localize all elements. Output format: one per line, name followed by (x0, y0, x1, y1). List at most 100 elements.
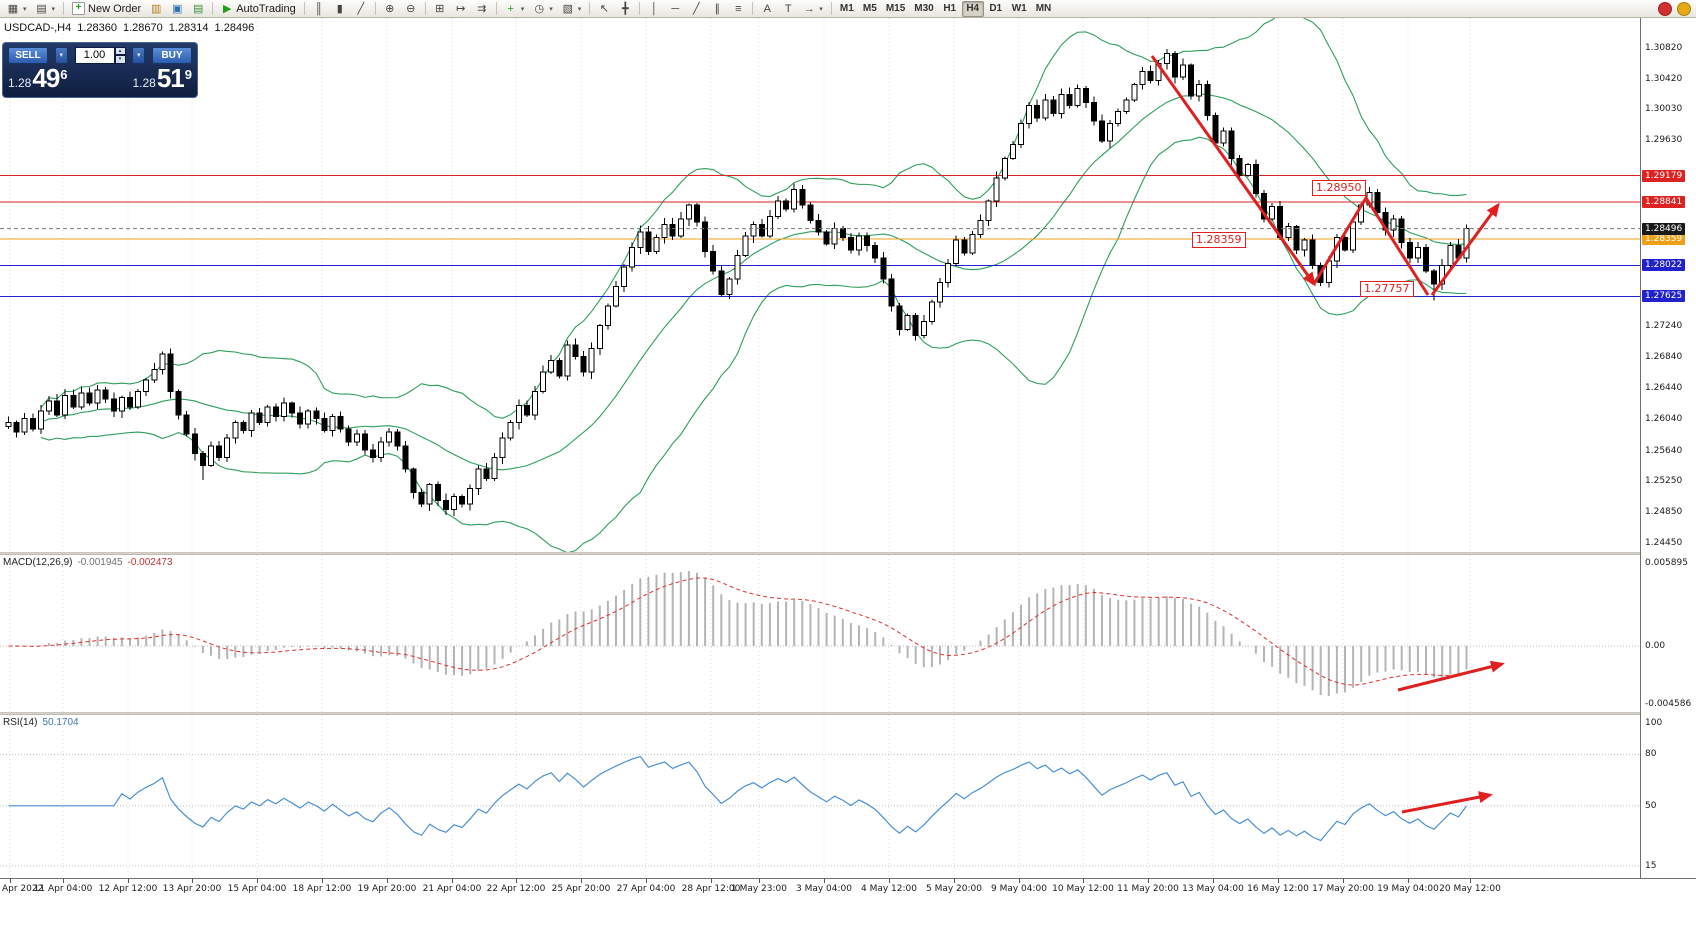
buy-options-caret[interactable]: ▾ (132, 46, 146, 64)
time-axis-tick (10, 879, 11, 883)
hline-price-label: 1.28022 (1642, 259, 1686, 272)
chevron-down-icon: ▾ (59, 52, 63, 59)
text-label-button[interactable]: T (778, 1, 798, 17)
chart-shift-button[interactable]: ⇉ (472, 1, 492, 17)
buy-price[interactable]: 1.28 51 9 (132, 63, 192, 93)
time-axis-label: 27 Apr 04:00 (616, 884, 676, 894)
new-order-button[interactable]: + New Order (68, 1, 145, 17)
periods-button[interactable]: ◷ ▾ (529, 1, 557, 17)
timeframe-mn[interactable]: MN (1032, 1, 1056, 17)
toolbar-separator (424, 2, 426, 15)
crosshair-button[interactable]: ╋ (615, 1, 635, 17)
chart-shift-icon: ⇉ (477, 2, 487, 15)
sell-price[interactable]: 1.28 49 6 (8, 63, 68, 93)
time-axis-label: 15 Apr 04:00 (227, 884, 287, 894)
trendline-icon: ╱ (692, 2, 700, 15)
price-callout: 1.28950 (1312, 180, 1366, 196)
cursor-button[interactable]: ↖ (594, 1, 614, 17)
time-axis-tick (257, 879, 258, 883)
chevron-down-icon: ▾ (520, 5, 525, 13)
rsi-panel[interactable] (0, 715, 1640, 878)
chevron-down-icon: ▾ (577, 5, 582, 13)
macd-panel[interactable] (0, 555, 1640, 712)
buy-button[interactable]: BUY (152, 46, 192, 64)
auto-scroll-button[interactable]: ↦ (451, 1, 471, 17)
new-chart-icon: ▦ (7, 2, 19, 15)
crosshair-icon: ╋ (621, 2, 629, 15)
new-chart-button[interactable]: ▦ ▾ (3, 1, 31, 17)
vertical-line-button[interactable]: │ (644, 1, 664, 17)
grid-layer (9, 715, 1471, 878)
horizontal-line-button[interactable]: ─ (665, 1, 685, 17)
ohlc-close: 1.28496 (214, 22, 255, 34)
navigator-button[interactable]: ▤ (188, 1, 208, 17)
timeframe-m30[interactable]: M30 (910, 1, 937, 17)
time-axis-tick (711, 879, 712, 883)
macd-plot[interactable] (0, 555, 1640, 712)
time-axis-label: 11 May 20:00 (1117, 884, 1179, 894)
volume-input[interactable] (74, 46, 115, 64)
hline-price-label: 1.28359 (1642, 233, 1686, 246)
profiles-icon: ▤ (36, 2, 47, 15)
price-tick-label: 1.25640 (1645, 445, 1683, 456)
panel-splitter[interactable] (0, 712, 1696, 715)
autotrading-button[interactable]: ▶ AutoTrading (217, 1, 300, 17)
fibonacci-retracement-icon: ≡ (735, 2, 742, 15)
time-axis-tick (824, 879, 825, 883)
timeframe-m5[interactable]: M5 (859, 1, 881, 17)
volume-down-button[interactable]: ▾ (114, 55, 126, 64)
sell-options-caret[interactable]: ▾ (54, 46, 68, 64)
data-window-icon: ▣ (172, 2, 183, 15)
search-icon[interactable] (1677, 1, 1691, 16)
ohlc-open: 1.28360 (77, 22, 117, 34)
timeframe-m15[interactable]: M15 (882, 1, 909, 17)
equidistant-channel-button[interactable]: ∥ (707, 1, 727, 17)
equidistant-channel-icon: ∥ (714, 2, 721, 15)
line-chart-button[interactable]: ╱ (351, 1, 371, 17)
time-axis-tick (128, 879, 129, 883)
chevron-down-icon: ▾ (549, 5, 553, 13)
profiles-button[interactable]: ▤ ▾ (32, 1, 60, 17)
timeframe-w1[interactable]: W1 (1008, 1, 1031, 17)
rsi-plot[interactable] (0, 715, 1640, 878)
zoom-out-button[interactable]: ⊖ (401, 1, 421, 17)
current-price-label: 1.28496 (1642, 222, 1686, 235)
toolbar-separator (639, 2, 641, 15)
zoom-in-button[interactable]: ⊕ (380, 1, 400, 17)
text-button[interactable]: A (757, 1, 777, 17)
grid-layer (9, 18, 1471, 552)
grid-layer (9, 555, 1471, 712)
data-window-button[interactable]: ▣ (167, 1, 187, 17)
trendline-button[interactable]: ╱ (686, 1, 706, 17)
timeframe-h4[interactable]: H4 (961, 0, 984, 17)
toolbar-separator (212, 2, 214, 15)
templates-button[interactable]: ▧ ▾ (558, 1, 586, 17)
time-axis-tick (192, 879, 193, 883)
macd-label: MACD(12,26,9) -0.001945 -0.002473 (3, 557, 173, 568)
time-axis-tick (63, 879, 64, 883)
market-watch-icon: ▥ (151, 2, 162, 15)
community-icon[interactable] (1658, 1, 1672, 16)
timeframe-d1[interactable]: D1 (985, 1, 1007, 17)
sell-button[interactable]: SELL (8, 46, 48, 64)
autotrading-icon: ▶ (222, 2, 232, 15)
tile-windows-button[interactable]: ⊞ (430, 1, 450, 17)
candlestick-chart-button[interactable]: ▮ (330, 1, 350, 17)
timeframe-m1[interactable]: M1 (836, 1, 858, 17)
chevron-down-icon: ▾ (136, 52, 141, 59)
bar-chart-button[interactable]: ║ (309, 1, 329, 17)
panel-splitter[interactable] (0, 552, 1696, 555)
text-label-icon: T (784, 2, 792, 15)
fibonacci-retracement-button[interactable]: ≡ (728, 1, 748, 17)
time-axis[interactable]: Apr 2022 11 Apr 04:00 12 Apr 12:00 13 Apr 2… (0, 878, 1696, 900)
indicators-list-button[interactable]: + ▾ (501, 1, 529, 17)
timeframe-h1[interactable]: H1 (939, 1, 961, 17)
templates-icon: ▧ (562, 2, 573, 15)
market-watch-button[interactable]: ▥ (146, 1, 166, 17)
toolbar-separator (303, 2, 305, 15)
indicators-list-icon: + (507, 2, 514, 15)
arrow-tools-button[interactable]: → ▾ (799, 1, 827, 17)
rsi-axis-label: 50 (1645, 800, 1657, 811)
volume-up-button[interactable]: ▴ (114, 46, 126, 55)
price-axis[interactable]: 1.30820 1.30420 1.30030 1.29630 1.27240 1.268… (1640, 18, 1696, 878)
